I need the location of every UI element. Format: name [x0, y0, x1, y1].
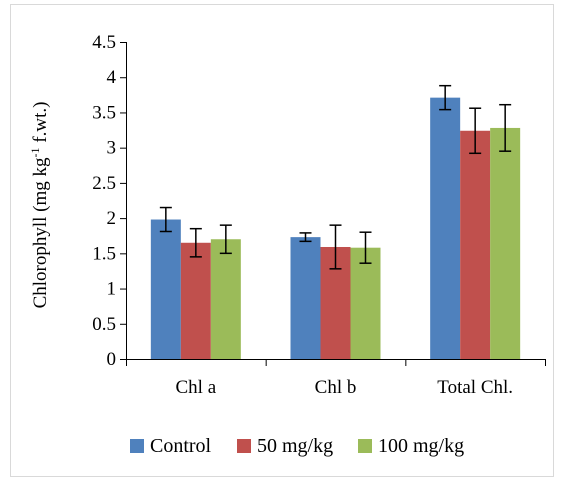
y-tick-label: 4: [107, 67, 117, 88]
y-tick-label: 1.5: [92, 243, 116, 264]
bar: [180, 242, 211, 359]
legend-swatch: [358, 439, 372, 453]
legend-label: 100 mg/kg: [378, 435, 464, 457]
bar: [490, 127, 521, 359]
y-tick-label: 0: [107, 349, 117, 370]
y-tick-label: 1: [107, 279, 117, 300]
bar: [460, 130, 491, 359]
error-bars: [159, 84, 512, 270]
x-category-label: Chl b: [315, 377, 357, 398]
x-axis-labels: Chl a Chl b Total Chl.: [126, 359, 546, 398]
legend-label: 50 mg/kg: [257, 435, 333, 457]
y-axis-ticks: 0 0.5 1 1.5 2 2.5 3 3.5 4 4.5: [92, 32, 126, 370]
bar: [350, 247, 381, 359]
x-category-label: Chl a: [176, 377, 217, 398]
y-tick-label: 4.5: [92, 32, 116, 53]
bar: [150, 219, 181, 359]
bar: [430, 97, 461, 359]
x-category-label: Total Chl.: [437, 377, 513, 398]
y-tick-label: 3: [107, 138, 117, 159]
y-tick-label: 2: [107, 208, 117, 229]
legend-swatch: [237, 439, 251, 453]
y-tick-label: 0.5: [92, 314, 116, 335]
bar: [210, 239, 241, 359]
y-axis-title: Chlorophyll (mg kg-1 f.wt.): [28, 102, 51, 309]
legend-label: Control: [150, 435, 212, 457]
legend-swatch: [130, 439, 144, 453]
legend: Control 50 mg/kg 100 mg/kg: [130, 435, 464, 457]
y-tick-label: 3.5: [92, 102, 116, 123]
bar: [290, 237, 321, 359]
y-tick-label: 2.5: [92, 173, 116, 194]
